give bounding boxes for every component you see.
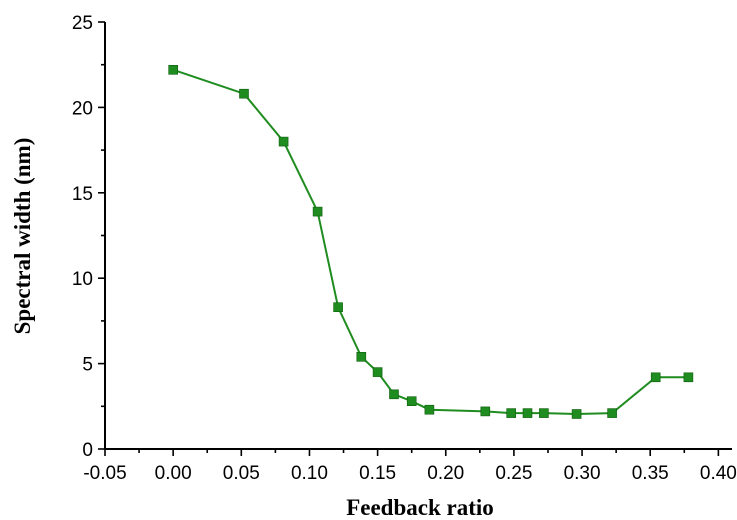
- y-tick-label: 20: [72, 98, 93, 119]
- axes: [104, 22, 732, 450]
- x-axis-title: Feedback ratio: [346, 495, 494, 520]
- data-point: [607, 408, 617, 418]
- data-point: [406, 396, 417, 407]
- y-tick-label: 10: [72, 269, 93, 290]
- data-point: [333, 302, 343, 313]
- x-tick-label: 0.30: [564, 463, 601, 484]
- x-axis-ticks: -0.05 0.00 0.05 0.10 0.15 0.20 0.25 0.30 0.35 0.4…: [83, 449, 737, 484]
- series-line: [172, 68, 689, 416]
- y-tick-label: 0: [82, 440, 93, 461]
- data-point: [278, 136, 289, 147]
- data-markers: [168, 65, 694, 419]
- x-tick-label: 0.00: [155, 463, 192, 484]
- y-axis-ticks: 0 5 10 15 20 25: [72, 13, 105, 461]
- data-point: [650, 372, 661, 383]
- x-tick-label: 0.05: [223, 463, 260, 484]
- data-point: [312, 206, 323, 217]
- y-axis-title: Spectral width (nm): [10, 138, 35, 335]
- data-point: [522, 408, 533, 418]
- x-tick-label: 0.10: [291, 463, 328, 484]
- x-tick-label: 0.25: [495, 463, 532, 484]
- data-point: [424, 404, 435, 415]
- data-point: [356, 351, 367, 362]
- data-point: [506, 408, 517, 418]
- data-point: [480, 406, 491, 417]
- y-tick-label: 5: [82, 355, 93, 376]
- x-tick-label: 0.35: [632, 463, 669, 484]
- x-tick-label: -0.05: [83, 463, 126, 484]
- data-point: [389, 389, 399, 400]
- data-point: [683, 372, 694, 383]
- x-tick-label: 0.40: [700, 463, 737, 484]
- y-tick-label: 15: [72, 184, 93, 205]
- data-point: [571, 409, 582, 419]
- data-point: [168, 65, 178, 75]
- x-tick-label: 0.20: [427, 463, 464, 484]
- data-point: [239, 88, 249, 99]
- data-point: [372, 367, 383, 377]
- data-point: [539, 408, 549, 418]
- plot-lines: [172, 68, 689, 416]
- x-tick-label: 0.15: [359, 463, 396, 484]
- y-tick-label: 25: [72, 13, 93, 34]
